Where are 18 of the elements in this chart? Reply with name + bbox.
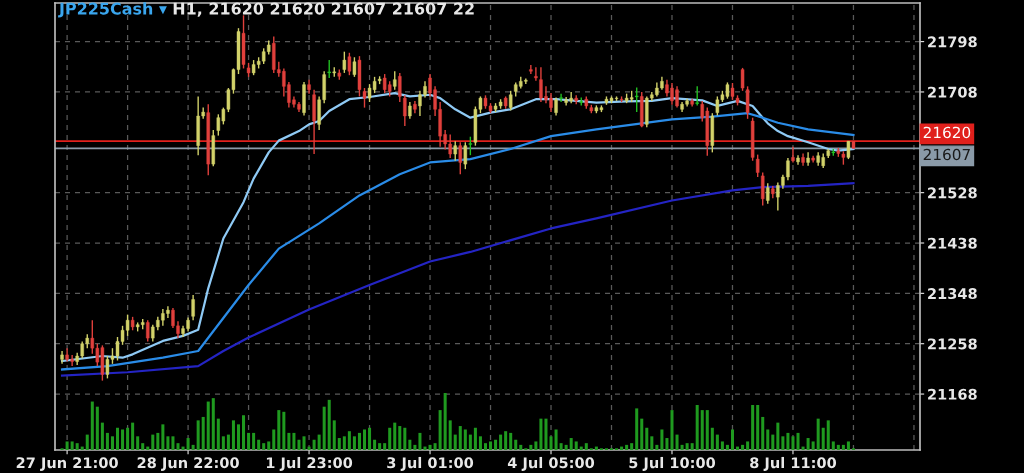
chart-subtitle: H1, 21620 21620 21607 21607 22: [173, 2, 474, 17]
y-tick-label: 21258: [928, 338, 977, 350]
x-tick-label: 3 Jul 01:00: [387, 456, 474, 471]
x-tick-label: 28 Jun 22:00: [137, 457, 239, 471]
y-tick-label: 21798: [928, 36, 977, 48]
x-tick-label: 1 Jul 23:00: [266, 456, 353, 471]
x-tick-label: 27 Jun 21:00: [16, 457, 118, 471]
y-tick-label: 21438: [928, 237, 977, 249]
chart-title: JP225Cash ▾: [58, 2, 167, 18]
y-tick-label: 21528: [928, 187, 977, 199]
y-tick-label: 21348: [928, 288, 977, 300]
x-tick-label: 5 Jul 10:00: [629, 456, 716, 471]
x-tick-label: 8 Jul 11:00: [750, 456, 837, 471]
ref-line-label: 21607: [923, 148, 970, 161]
ref-line-label: 21620: [923, 126, 971, 139]
y-tick-label: 21168: [928, 388, 977, 400]
x-tick-label: 4 Jul 05:00: [507, 456, 595, 471]
y-tick-label: 21708: [928, 86, 977, 98]
